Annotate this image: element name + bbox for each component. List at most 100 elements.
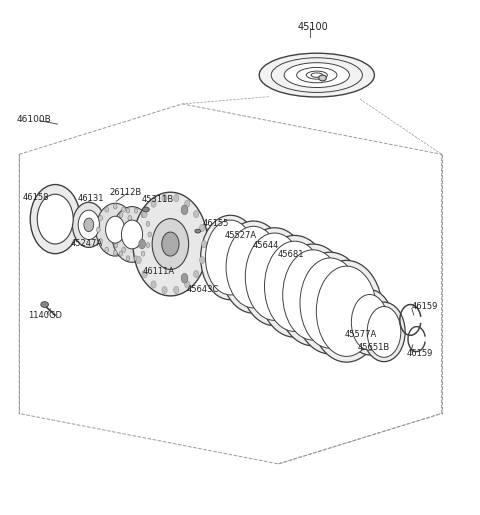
Ellipse shape	[114, 243, 118, 248]
Ellipse shape	[122, 247, 126, 252]
Ellipse shape	[99, 238, 103, 244]
Text: 45644: 45644	[252, 241, 279, 250]
Ellipse shape	[151, 281, 156, 288]
Text: 1140GD: 1140GD	[28, 311, 62, 320]
Ellipse shape	[142, 270, 147, 278]
Text: 45311B: 45311B	[142, 195, 174, 204]
Ellipse shape	[128, 238, 132, 244]
Ellipse shape	[41, 302, 48, 307]
Ellipse shape	[200, 256, 204, 264]
Ellipse shape	[113, 204, 117, 209]
Ellipse shape	[134, 256, 138, 261]
Ellipse shape	[193, 270, 199, 278]
Ellipse shape	[200, 225, 204, 232]
Ellipse shape	[319, 75, 326, 81]
Ellipse shape	[367, 306, 401, 357]
Ellipse shape	[37, 194, 73, 244]
Ellipse shape	[72, 202, 105, 247]
Ellipse shape	[105, 247, 108, 252]
Text: 46158: 46158	[23, 194, 49, 202]
Ellipse shape	[300, 258, 360, 348]
Ellipse shape	[277, 244, 349, 346]
Text: 46111A: 46111A	[143, 267, 175, 277]
Ellipse shape	[112, 207, 152, 262]
Ellipse shape	[294, 252, 366, 354]
Ellipse shape	[121, 220, 143, 249]
Ellipse shape	[119, 213, 123, 218]
Ellipse shape	[134, 241, 139, 248]
Ellipse shape	[113, 250, 117, 255]
Ellipse shape	[363, 302, 405, 362]
Ellipse shape	[202, 241, 207, 248]
Ellipse shape	[245, 233, 304, 320]
Ellipse shape	[141, 251, 145, 256]
Ellipse shape	[162, 232, 179, 256]
Ellipse shape	[148, 232, 152, 237]
Ellipse shape	[106, 216, 125, 243]
Ellipse shape	[146, 221, 150, 226]
Ellipse shape	[136, 256, 141, 264]
Ellipse shape	[130, 227, 134, 232]
Ellipse shape	[122, 207, 126, 212]
Ellipse shape	[316, 266, 377, 356]
Ellipse shape	[128, 215, 132, 221]
Ellipse shape	[311, 261, 383, 362]
Ellipse shape	[193, 211, 199, 218]
Ellipse shape	[174, 195, 179, 202]
Ellipse shape	[134, 208, 138, 213]
Ellipse shape	[259, 53, 374, 97]
Ellipse shape	[99, 215, 103, 221]
Ellipse shape	[174, 286, 179, 294]
Text: 45247A: 45247A	[71, 238, 103, 248]
Ellipse shape	[185, 200, 190, 207]
Ellipse shape	[84, 218, 94, 232]
Ellipse shape	[126, 256, 130, 261]
Text: 46155: 46155	[203, 219, 229, 228]
Text: 46159: 46159	[407, 349, 433, 358]
Text: 46100B: 46100B	[17, 115, 51, 124]
Ellipse shape	[351, 295, 388, 350]
Text: 46159: 46159	[412, 302, 438, 311]
Text: 45527A: 45527A	[225, 231, 257, 240]
Ellipse shape	[347, 289, 393, 355]
Ellipse shape	[152, 219, 189, 269]
Ellipse shape	[146, 243, 150, 248]
Ellipse shape	[96, 227, 100, 232]
Text: 45651B: 45651B	[358, 343, 390, 352]
Ellipse shape	[78, 210, 99, 239]
Ellipse shape	[195, 229, 201, 233]
Ellipse shape	[114, 221, 118, 226]
Ellipse shape	[142, 211, 147, 218]
Ellipse shape	[264, 241, 325, 332]
Ellipse shape	[259, 235, 331, 337]
Ellipse shape	[181, 273, 188, 283]
Ellipse shape	[185, 281, 190, 288]
Ellipse shape	[162, 286, 167, 294]
Text: 46131: 46131	[78, 195, 104, 203]
Ellipse shape	[133, 192, 208, 296]
Ellipse shape	[284, 63, 349, 88]
Ellipse shape	[283, 250, 343, 340]
Text: 45577A: 45577A	[345, 330, 377, 339]
Text: 45681: 45681	[277, 250, 304, 259]
Ellipse shape	[306, 71, 327, 79]
Ellipse shape	[141, 213, 145, 218]
Ellipse shape	[119, 251, 123, 256]
Ellipse shape	[151, 200, 156, 207]
Text: 45100: 45100	[298, 22, 328, 32]
Ellipse shape	[126, 208, 130, 213]
Ellipse shape	[205, 220, 255, 295]
Text: 45643C: 45643C	[186, 285, 218, 294]
Ellipse shape	[240, 228, 309, 325]
Ellipse shape	[162, 195, 167, 202]
Ellipse shape	[30, 184, 80, 254]
Ellipse shape	[112, 232, 116, 237]
Ellipse shape	[96, 203, 134, 256]
Ellipse shape	[136, 225, 141, 232]
Text: 26112B: 26112B	[109, 188, 142, 197]
Ellipse shape	[181, 205, 188, 215]
Ellipse shape	[226, 226, 281, 308]
Ellipse shape	[221, 221, 286, 313]
Ellipse shape	[105, 207, 108, 212]
Ellipse shape	[139, 239, 145, 249]
